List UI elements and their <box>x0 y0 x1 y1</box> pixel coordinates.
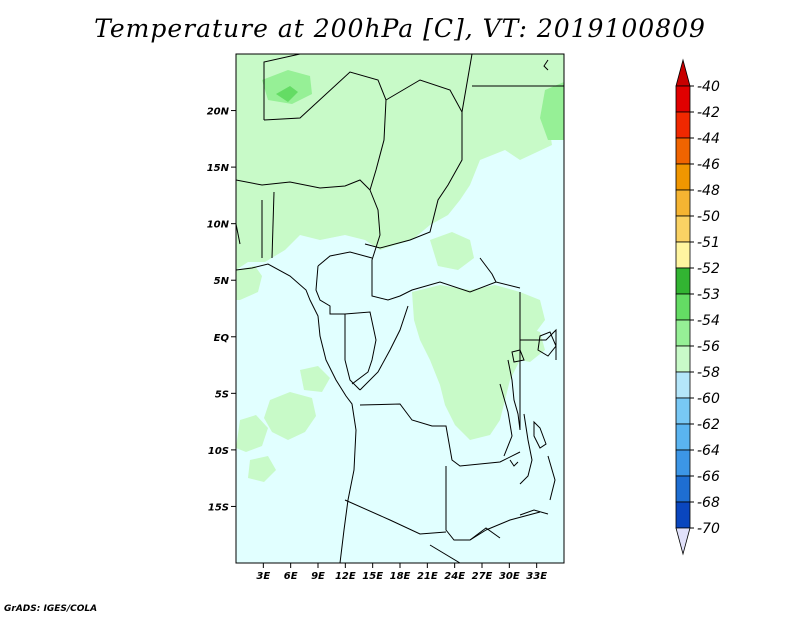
colorbar-swatch <box>675 241 691 269</box>
colorbar-label: -52 <box>697 261 720 277</box>
colorbar-label: -62 <box>697 417 720 433</box>
colorbar-label: -50 <box>697 209 720 225</box>
lon-tick-label: 30E <box>499 571 520 582</box>
colorbar-swatch <box>675 163 691 191</box>
colorbar-label: -70 <box>697 521 720 537</box>
colorbar-swatch <box>675 449 691 477</box>
colorbar-label: -68 <box>697 495 720 511</box>
field-zone-minus54 <box>236 54 564 482</box>
colorbar-swatch <box>675 371 691 399</box>
lon-tick-label: 15E <box>362 571 383 582</box>
colorbar-swatch <box>675 501 691 529</box>
country-borders <box>236 54 564 563</box>
colorbar-swatch <box>675 267 691 295</box>
colorbar-swatch <box>675 345 691 373</box>
colorbar-swatch <box>675 85 691 113</box>
colorbar-label: -66 <box>697 469 720 485</box>
lat-tick-label: 10N <box>207 220 230 231</box>
colorbar-label: -58 <box>697 365 720 381</box>
colorbar-label: -40 <box>697 79 720 95</box>
lon-tick-label: 33E <box>526 571 547 582</box>
colorbar-label: -44 <box>697 131 720 147</box>
lon-tick-label: 18E <box>390 571 411 582</box>
colorbar-swatch <box>675 215 691 243</box>
colorbar-label: -64 <box>697 443 720 459</box>
lon-tick-label: 21E <box>417 571 438 582</box>
colorbar-top-arrow <box>675 58 691 87</box>
lon-tick-label: 6E <box>284 571 298 582</box>
colorbar-label: -53 <box>697 287 720 303</box>
colorbar-swatch <box>675 293 691 321</box>
lat-tick-label: EQ <box>214 333 230 344</box>
coastlines <box>236 59 557 563</box>
temperature-field <box>236 54 564 563</box>
colorbar-legend: -40 -42 -44 -46 -48 -50 -51 -52 -53 -54 -56 -58 -60 -… <box>675 58 720 556</box>
lat-tick-label: 20N <box>207 107 230 118</box>
lon-tick-label: 24E <box>444 571 465 582</box>
colorbar-label: -60 <box>697 391 720 407</box>
lon-tick-label: 9E <box>311 571 325 582</box>
lat-tick-label: 10S <box>208 446 229 457</box>
colorbar-swatch <box>675 397 691 425</box>
colorbar-label: -51 <box>697 235 720 251</box>
lat-tick-label: 15S <box>208 502 229 513</box>
lat-tick-label: 5N <box>214 276 230 287</box>
colorbar-label: -46 <box>697 157 720 173</box>
colorbar-label: -42 <box>697 105 720 121</box>
colorbar-swatch <box>675 423 691 451</box>
colorbar-swatch <box>675 189 691 217</box>
colorbar-swatch <box>675 475 691 503</box>
colorbar-label: -56 <box>697 339 720 355</box>
colorbar-swatch <box>675 111 691 139</box>
colorbar-label: -48 <box>697 183 720 199</box>
latitude-axis: 20N 15N 10N 5N EQ 5S 10S 15S <box>207 107 236 513</box>
colorbar-label: -54 <box>697 313 720 329</box>
colorbar-swatch <box>675 319 691 347</box>
lon-tick-label: 27E <box>472 571 493 582</box>
colorbar-bottom-arrow <box>675 527 691 556</box>
map-title: Temperature at 200hPa [C], VT: 201910080… <box>94 14 706 43</box>
longitude-axis: 3E 6E 9E 12E 15E 18E 21E 24E 27E 30E 33E <box>256 563 547 582</box>
grads-credit: GrADS: IGES/COLA <box>4 604 98 614</box>
lon-tick-label: 3E <box>256 571 270 582</box>
lat-tick-label: 5S <box>215 389 229 400</box>
field-zone-minus53 <box>262 70 564 140</box>
field-zone-minus52 <box>276 86 298 102</box>
colorbar-swatch <box>675 137 691 165</box>
lat-tick-label: 15N <box>207 163 230 174</box>
lon-tick-label: 12E <box>335 571 356 582</box>
